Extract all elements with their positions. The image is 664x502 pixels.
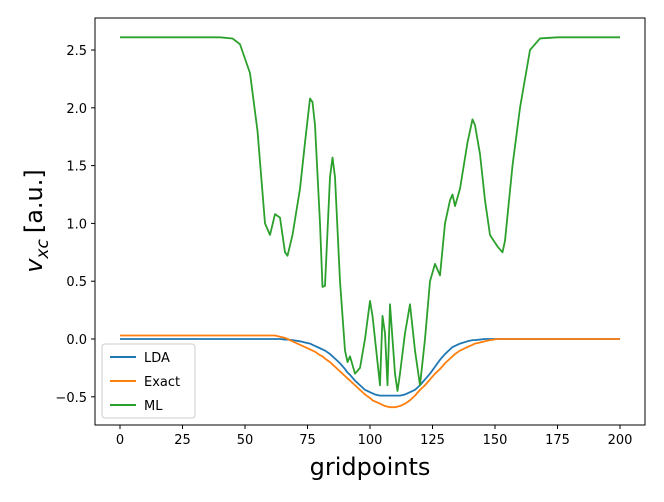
y-tick-label: 0.5 <box>66 275 87 290</box>
y-tick-label: 0.0 <box>66 333 87 348</box>
y-tick-label: 2.0 <box>66 102 87 117</box>
y-tick-label: 1.0 <box>66 217 87 232</box>
y-tick-label: −0.5 <box>55 391 87 406</box>
plot-frame <box>94 17 646 426</box>
y-label-symbol: v <box>20 258 48 273</box>
x-tick-label: 200 <box>608 433 633 448</box>
legend-box <box>101 343 196 419</box>
x-tick-label: 100 <box>358 433 383 448</box>
x-axis-label: gridpoints <box>310 453 431 481</box>
x-tick-label: 150 <box>483 433 508 448</box>
x-tick-label: 25 <box>174 433 191 448</box>
y-axis-label: vxc [a.u.] <box>20 169 53 273</box>
series-line <box>120 334 620 409</box>
x-tick-label: 50 <box>237 433 254 448</box>
legend-label: ML <box>144 399 163 414</box>
y-label-unit: [a.u.] <box>20 169 48 233</box>
y-tick-label: 2.5 <box>66 44 87 59</box>
x-tick-label: 75 <box>299 433 316 448</box>
series-line <box>120 36 620 392</box>
y-tick-label: 1.5 <box>66 160 87 175</box>
x-tick-label: 175 <box>545 433 570 448</box>
series-line <box>120 338 620 397</box>
x-tick-label: 0 <box>116 433 124 448</box>
legend-label: Exact <box>144 375 180 390</box>
x-tick-label: 125 <box>420 433 445 448</box>
y-label-subscript: xc <box>33 239 53 260</box>
legend-label: LDA <box>144 351 170 366</box>
